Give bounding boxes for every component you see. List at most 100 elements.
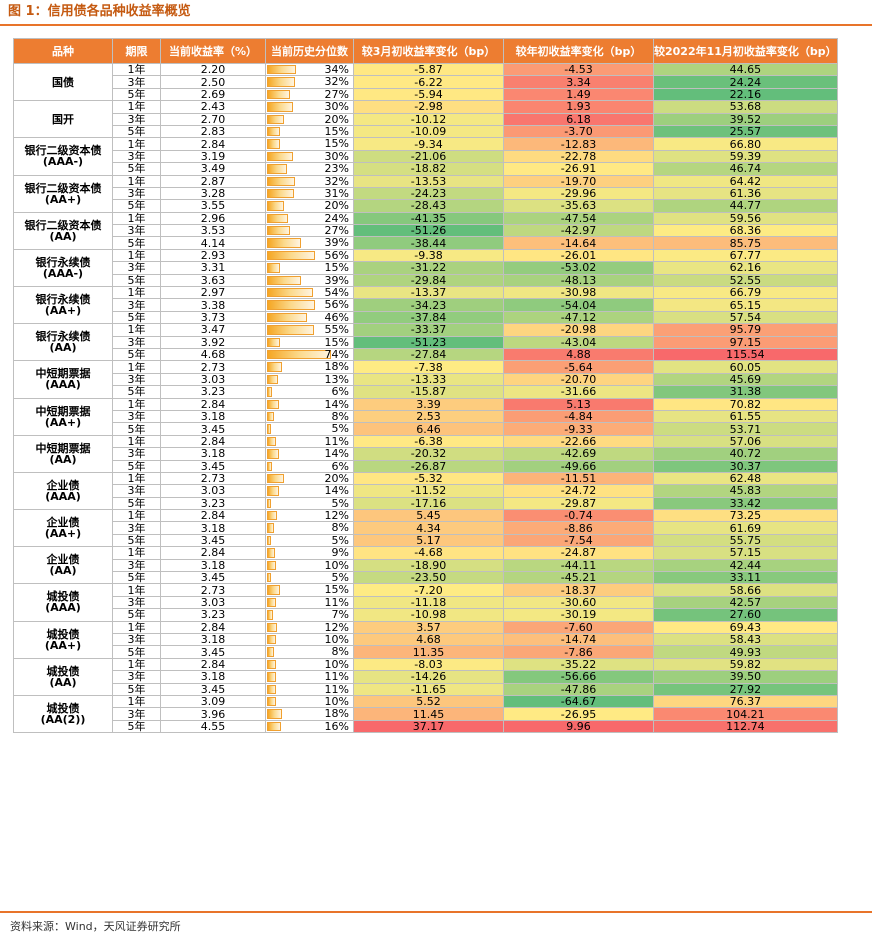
change-ytd-cell: -20.98 [503, 323, 654, 337]
percentile-cell: 39% [265, 273, 354, 288]
change-since-nov2022-cell: 33.42 [653, 496, 838, 511]
category-cell: 城投债 (AA) [13, 657, 113, 696]
category-label: 城投债 [46, 627, 80, 641]
percentile-cell: 24% [265, 211, 354, 226]
percentile-bar [267, 659, 276, 670]
period-cell: 1年 [112, 509, 161, 523]
percentile-label: 32% [324, 174, 349, 188]
change-ytd-cell: -24.72 [503, 484, 654, 498]
percentile-bar [267, 300, 316, 310]
category-cell: 企业债 (AA+) [13, 509, 113, 548]
table-row: 城投债 (AA+) 1年 2.84 12% 3.57 -7.60 69.43 [13, 620, 838, 659]
table-row: 3年 3.03 11% -11.18 -30.60 42.57 [14, 595, 838, 610]
percentile-bar [267, 312, 307, 323]
category-label: 企业债 [46, 516, 80, 530]
percentile-label: 12% [324, 509, 349, 523]
change-ytd-cell: -44.11 [503, 558, 654, 573]
period-cell: 3年 [112, 595, 161, 610]
change-since-march-cell: 3.39 [353, 397, 504, 411]
change-since-march-cell: -13.33 [353, 372, 504, 387]
change-ytd-cell: -42.97 [503, 224, 654, 238]
percentile-cell: 10% [265, 632, 354, 647]
change-ytd-cell: 1.49 [503, 87, 654, 102]
change-ytd-cell: -54.04 [503, 298, 654, 312]
change-since-nov2022-cell: 66.80 [653, 137, 838, 151]
table-row: 5年 3.45 8% 11.35 -7.86 49.93 [14, 645, 838, 659]
change-since-march-cell: 2.53 [353, 409, 504, 424]
table-row: 5年 3.45 5% -23.50 -45.21 33.11 [14, 570, 838, 585]
change-since-nov2022-cell: 39.52 [653, 112, 838, 126]
category-label: 城投债 [46, 664, 80, 678]
period-cell: 1年 [112, 248, 161, 263]
change-since-march-cell: 4.68 [353, 632, 504, 647]
yield-cell: 2.20 [160, 62, 266, 77]
category-label: (AAA-) [42, 266, 84, 280]
change-since-nov2022-cell: 104.21 [653, 707, 838, 721]
yield-cell: 2.96 [160, 211, 266, 226]
percentile-cell: 5% [265, 570, 354, 585]
category-label: (AA) [49, 341, 77, 355]
yield-cell: 3.55 [160, 199, 266, 213]
table-row: 企业债 (AA+) 1年 2.84 12% 5.45 -0.74 73.25 [13, 509, 838, 548]
percentile-label: 14% [324, 447, 349, 461]
change-since-march-cell: -5.87 [353, 62, 504, 77]
percentile-label: 39% [324, 236, 349, 250]
table-row: 3年 3.92 15% -51.23 -43.04 97.15 [14, 335, 838, 350]
period-cell: 5年 [112, 124, 161, 139]
period-cell: 5年 [112, 719, 161, 734]
period-cell: 5年 [112, 459, 161, 473]
table-row: 3年 3.19 30% -21.06 -22.78 59.39 [14, 149, 838, 164]
percentile-label: 6% [331, 459, 349, 473]
change-ytd-cell: -8.86 [503, 521, 654, 535]
change-since-march-cell: -7.38 [353, 360, 504, 374]
change-ytd-cell: -20.70 [503, 372, 654, 387]
percentile-cell: 27% [265, 224, 354, 238]
yield-cell: 2.84 [160, 509, 266, 523]
percentile-bar [267, 436, 277, 447]
percentile-cell: 18% [265, 360, 354, 374]
table-row: 城投债 (AAA) 1年 2.73 15% -7.20 -18.37 58.66 [13, 583, 838, 622]
change-ytd-cell: -26.91 [503, 162, 654, 176]
percentile-cell: 12% [265, 509, 354, 523]
percentile-bar [267, 486, 280, 496]
change-since-march-cell: -7.20 [353, 583, 504, 597]
percentile-bar [267, 597, 277, 608]
table-row: 3年 3.03 13% -13.33 -20.70 45.69 [14, 372, 838, 387]
yield-cell: 3.49 [160, 162, 266, 176]
yield-cell: 2.73 [160, 360, 266, 374]
category-label: (AA+) [44, 192, 82, 206]
change-ytd-cell: -7.86 [503, 645, 654, 659]
category-label: (AA+) [44, 527, 82, 541]
table-row: 5年 4.14 39% -38.44 -14.64 85.75 [14, 236, 838, 250]
table-row: 银行永续债 (AA) 1年 3.47 55% -33.37 -20.98 95.79 [13, 323, 838, 362]
percentile-cell: 9% [265, 546, 354, 560]
yield-cell: 3.53 [160, 224, 266, 238]
change-since-nov2022-cell: 59.56 [653, 211, 838, 226]
change-ytd-cell: 1.93 [503, 100, 654, 114]
percentile-label: 11% [324, 670, 349, 684]
change-since-march-cell: -13.53 [353, 174, 504, 188]
yield-cell: 3.45 [160, 533, 266, 548]
change-since-march-cell: -51.26 [353, 224, 504, 238]
change-since-march-cell: -21.06 [353, 149, 504, 164]
yield-overview-table: 品种 期限 当前收益率（%） 当前历史分位数 较3月初收益率变化（bp） 较年初收益率变化… [13, 38, 838, 734]
change-since-nov2022-cell: 24.24 [653, 75, 838, 89]
yield-cell: 2.83 [160, 124, 266, 139]
change-ytd-cell: -14.74 [503, 632, 654, 647]
percentile-label: 7% [331, 608, 349, 622]
period-cell: 5年 [112, 87, 161, 102]
percentile-bar [267, 634, 276, 645]
change-since-march-cell: -31.22 [353, 261, 504, 275]
table-row: 5年 3.45 11% -11.65 -47.86 27.92 [14, 682, 838, 696]
percentile-bar [267, 498, 272, 509]
yield-cell: 3.23 [160, 608, 266, 622]
change-ytd-cell: -4.84 [503, 409, 654, 424]
period-cell: 3年 [112, 335, 161, 350]
percentile-bar [267, 65, 297, 75]
yield-cell: 3.03 [160, 595, 266, 610]
change-since-nov2022-cell: 55.75 [653, 533, 838, 548]
change-since-nov2022-cell: 40.72 [653, 447, 838, 461]
percentile-bar [267, 337, 280, 347]
percentile-cell: 23% [265, 162, 354, 176]
percentile-label: 9% [331, 546, 349, 560]
